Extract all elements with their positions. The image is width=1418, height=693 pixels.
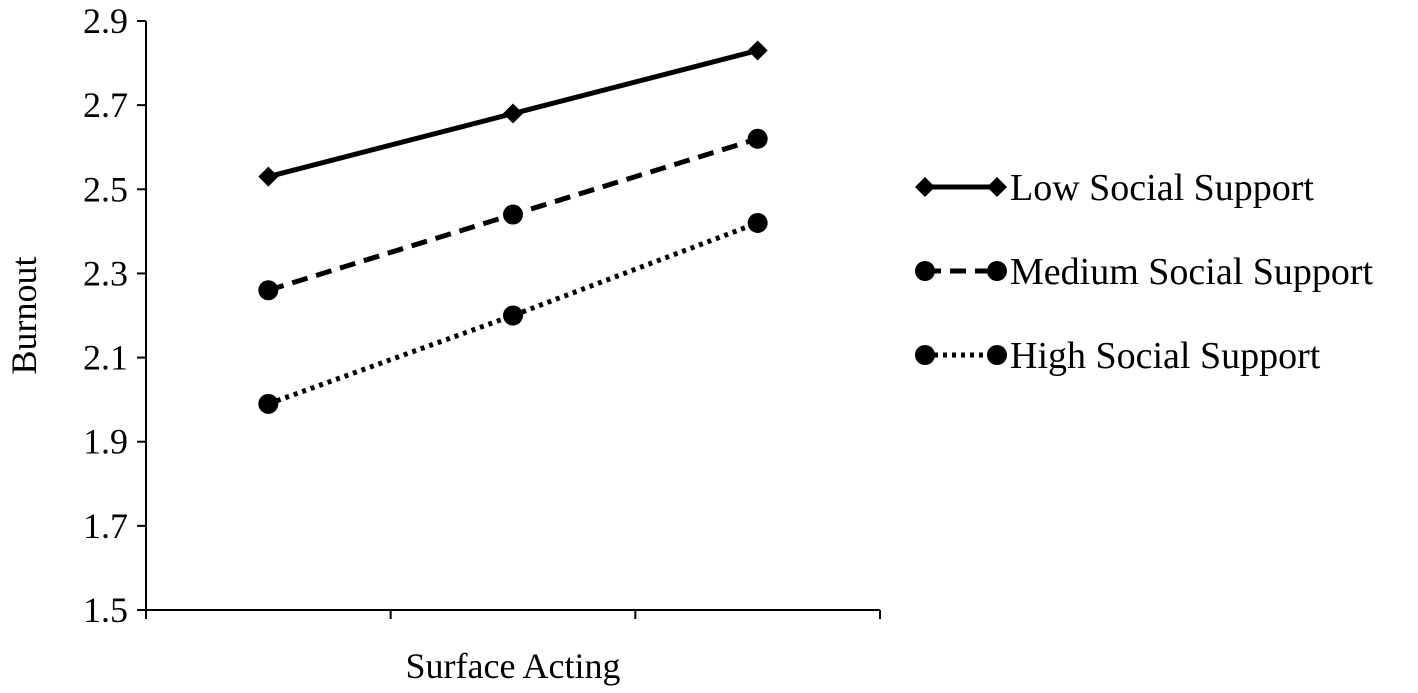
- series-2: [258, 128, 768, 301]
- data-point: [503, 103, 523, 124]
- data-point: [747, 128, 768, 149]
- data-point: [258, 280, 279, 301]
- y-tick-label: 2.1: [83, 338, 128, 378]
- legend-marker: [915, 177, 935, 197]
- y-tick-label: 2.9: [83, 1, 128, 41]
- legend-marker: [915, 261, 935, 281]
- legend-marker: [987, 345, 1007, 365]
- legend-marker: [987, 177, 1007, 197]
- y-ticks: 1.5 1.7 1.9 2.1 2.3 2.5 2.7 2.9: [83, 1, 146, 630]
- series-line: [267, 220, 759, 407]
- x-axis-title: Surface Acting: [406, 646, 621, 686]
- axes: [145, 21, 880, 611]
- legend-label: High Social Support: [1010, 335, 1321, 377]
- legend-marker: [987, 261, 1007, 281]
- legend-marker: [915, 345, 935, 365]
- y-tick-label: 2.5: [83, 169, 128, 209]
- y-tick-label: 2.7: [83, 85, 128, 125]
- legend-item: High Social Support: [915, 335, 1321, 377]
- legend-item: Medium Social Support: [915, 251, 1374, 293]
- x-ticks: [145, 610, 881, 619]
- data-point: [503, 305, 523, 326]
- data-point: [258, 393, 279, 414]
- data-point: [747, 212, 768, 233]
- y-tick-label: 1.5: [83, 590, 128, 630]
- legend: Low Social Support Medium Social Support H…: [915, 167, 1374, 377]
- data-point: [258, 166, 279, 187]
- series-3: [258, 212, 768, 414]
- series-layer: [258, 40, 768, 414]
- y-axis-title: Burnout: [4, 256, 44, 374]
- y-tick-label: 2.3: [83, 253, 128, 293]
- data-point: [503, 204, 523, 225]
- y-tick-label: 1.7: [83, 506, 128, 546]
- legend-label: Low Social Support: [1010, 167, 1314, 209]
- legend-item: Low Social Support: [915, 167, 1314, 209]
- data-point: [747, 40, 768, 61]
- y-tick-label: 1.9: [83, 422, 128, 462]
- series-1: [258, 40, 768, 187]
- legend-label: Medium Social Support: [1010, 251, 1374, 293]
